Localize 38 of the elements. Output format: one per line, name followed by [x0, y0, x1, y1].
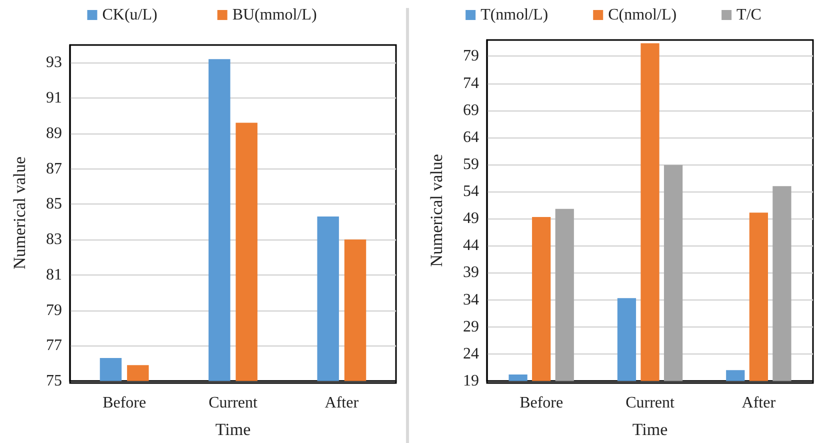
y-tick-label: 64: [463, 128, 479, 146]
x-tick-label: Before: [102, 394, 146, 412]
x-tick-label: Before: [520, 394, 564, 412]
legend-label: CK(u/L): [102, 6, 158, 24]
y-tick-label: 87: [46, 160, 62, 178]
legend-label: BU(mmol/L): [232, 6, 317, 24]
x-tick-label: Current: [626, 394, 675, 412]
legend-label: C(nmol/L): [608, 6, 677, 24]
y-axis-title: Numerical value: [10, 156, 29, 270]
y-tick-label: 49: [463, 210, 479, 228]
x-tick-label: After: [742, 394, 776, 412]
y-tick-label: 77: [46, 337, 62, 354]
y-tick-label: 93: [46, 54, 62, 72]
y-tick-label: 39: [463, 264, 479, 282]
y-tick-label: 75: [46, 372, 62, 390]
y-tick-label: 29: [463, 318, 479, 336]
x-tick-label: Current: [208, 394, 258, 412]
y-tick-label: 44: [463, 237, 479, 254]
x-axis-title: Time: [215, 420, 251, 439]
y-tick-label: 83: [46, 231, 62, 248]
y-tick-label: 59: [463, 156, 479, 173]
x-axis-title: Time: [632, 420, 668, 439]
y-tick-label: 81: [46, 266, 62, 284]
legend-label: T/C: [736, 6, 762, 24]
y-tick-label: 34: [463, 291, 479, 308]
y-tick-label: 79: [463, 48, 479, 65]
legend-label: T(nmol/L): [480, 6, 548, 24]
y-axis-title: Numerical value: [427, 154, 446, 267]
y-tick-label: 69: [463, 102, 479, 119]
y-tick-label: 91: [46, 90, 62, 107]
y-tick-label: 19: [463, 372, 479, 390]
y-tick-label: 89: [46, 124, 62, 142]
y-tick-label: 24: [463, 345, 479, 362]
y-tick-label: 79: [46, 302, 62, 319]
x-tick-label: After: [324, 394, 360, 412]
y-tick-label: 74: [463, 74, 479, 92]
y-tick-label: 85: [46, 196, 62, 213]
y-tick-label: 54: [463, 183, 479, 200]
